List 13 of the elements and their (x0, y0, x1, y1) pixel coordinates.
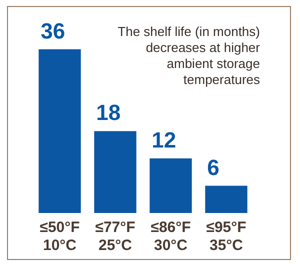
bar (205, 186, 248, 213)
x-tick-label: ≤77°F 25°C (95, 219, 136, 254)
data-label: 36 (40, 18, 66, 44)
x-tick-label: ≤50°F 10°C (40, 219, 80, 254)
bar (94, 131, 136, 213)
data-label: 12 (152, 127, 176, 152)
data-label: 18 (96, 100, 121, 126)
x-tick-label: ≤95°F 35°C (206, 219, 246, 254)
bar (38, 49, 81, 213)
chart-title: The shelf life (in months) decreases at higher ambient storage temperatures (116, 24, 260, 88)
bar (150, 158, 192, 213)
data-label: 6 (207, 154, 220, 180)
x-tick-label: ≤86°F 30°C (150, 219, 191, 254)
